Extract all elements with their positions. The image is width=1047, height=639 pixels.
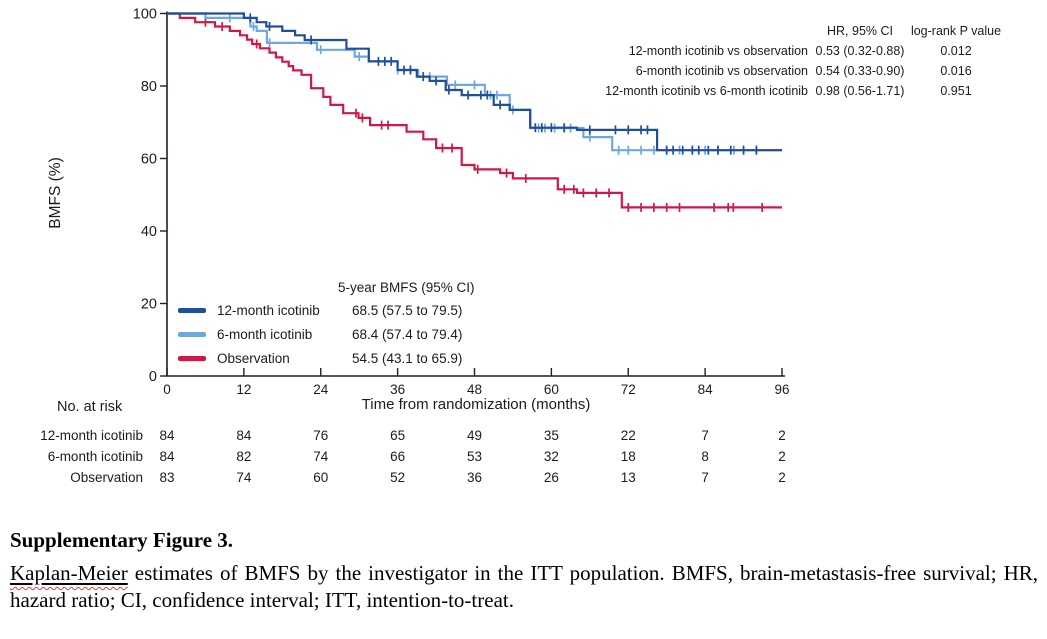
at-risk-title: No. at risk xyxy=(57,399,123,415)
at-risk-value: 2 xyxy=(778,449,786,464)
at-risk-row-label: Observation xyxy=(70,470,143,485)
at-risk-value: 74 xyxy=(236,470,252,485)
hr-table-row: 12-month icotinib vs observation 0.53 (0.… xyxy=(0,43,1047,61)
at-risk-value: 52 xyxy=(390,470,406,485)
caption-title: Supplementary Figure 3. xyxy=(10,528,234,552)
at-risk-value: 84 xyxy=(236,428,252,443)
at-risk-value: 49 xyxy=(466,428,483,443)
at-risk-value: 26 xyxy=(543,470,559,485)
y-tick-label: 40 xyxy=(141,224,157,240)
at-risk-value: 76 xyxy=(313,428,329,443)
x-tick-label: 0 xyxy=(163,382,171,397)
y-axis-title: BMFS (%) xyxy=(47,157,64,229)
at-risk-value: 32 xyxy=(543,449,559,464)
x-tick-label: 72 xyxy=(621,382,636,397)
at-risk-value: 82 xyxy=(236,449,252,464)
x-tick-label: 48 xyxy=(467,382,482,397)
at-risk-value: 74 xyxy=(313,449,329,464)
legend-line-swatch xyxy=(178,356,206,361)
at-risk-value: 83 xyxy=(159,470,175,485)
km-curve-observation xyxy=(167,12,782,209)
legend-item-value: 54.5 (43.1 to 65.9) xyxy=(352,351,463,366)
at-risk-value: 8 xyxy=(701,449,709,464)
hr-table-header-hr: HR, 95% CI xyxy=(827,24,893,38)
at-risk-value: 53 xyxy=(466,449,483,464)
at-risk-value: 7 xyxy=(701,428,709,443)
at-risk-value: 18 xyxy=(620,449,636,464)
x-tick-label: 24 xyxy=(313,382,329,397)
x-tick-label: 60 xyxy=(544,382,559,397)
hr-value: 0.53 (0.32-0.88) xyxy=(815,44,905,58)
legend-line-swatch xyxy=(178,308,206,313)
legend-item-value: 68.4 (57.4 to 79.4) xyxy=(352,327,463,342)
at-risk-row-label: 12-month icotinib xyxy=(40,428,143,443)
at-risk-value: 13 xyxy=(620,470,636,485)
y-tick-label: 0 xyxy=(149,369,157,385)
log-rank-p-value: 0.012 xyxy=(940,44,972,58)
hr-value: 0.98 (0.56-1.71) xyxy=(815,84,905,98)
x-tick-label: 84 xyxy=(698,382,714,397)
at-risk-value: 60 xyxy=(313,470,329,485)
x-axis-title: Time from randomization (months) xyxy=(361,396,591,413)
legend-item-label: 12-month icotinib xyxy=(217,303,320,318)
at-risk-value: 2 xyxy=(778,470,786,485)
caption-body: Kaplan-Meier estimates of BMFS by the in… xyxy=(10,560,1038,613)
hr-table-row: 6-month icotinib vs observation 0.54 (0.3… xyxy=(0,63,1047,81)
at-risk-row-label: 6-month icotinib xyxy=(47,449,143,464)
at-risk-value: 7 xyxy=(701,470,709,485)
x-tick-label: 36 xyxy=(390,382,405,397)
y-tick-label: 80 xyxy=(141,79,157,95)
x-tick-label: 96 xyxy=(774,382,789,397)
at-risk-value: 2 xyxy=(778,428,786,443)
caption-body-text: estimates of BMFS by the investigator in… xyxy=(10,561,1038,612)
legend-line-swatch xyxy=(178,332,206,337)
kaplan-meier-underlined-word: Kaplan-Meier xyxy=(10,561,128,585)
y-tick-label: 100 xyxy=(133,7,157,23)
x-tick-label: 12 xyxy=(236,382,251,397)
legend-item-value: 68.5 (57.5 to 79.5) xyxy=(352,303,463,318)
hr-comparison-label: 6-month icotinib vs observation xyxy=(635,64,808,78)
hr-comparison-label: 12-month icotinib vs 6-month icotinib xyxy=(605,84,808,98)
at-risk-value: 84 xyxy=(159,449,175,464)
log-rank-p-value: 0.951 xyxy=(940,84,972,98)
hr-comparison-label: 12-month icotinib vs observation xyxy=(628,44,808,58)
y-tick-label: 20 xyxy=(141,297,157,313)
legend-header: 5-year BMFS (95% CI) xyxy=(338,280,475,295)
at-risk-value: 84 xyxy=(159,428,175,443)
hr-table-header-p: log-rank P value xyxy=(910,24,1002,38)
hr-table-row: 12-month icotinib vs 6-month icotinib 0.9… xyxy=(0,83,1047,101)
at-risk-value: 22 xyxy=(620,428,636,443)
y-tick-label: 60 xyxy=(141,152,157,168)
legend-item-label: 6-month icotinib xyxy=(217,327,313,342)
hr-value: 0.54 (0.33-0.90) xyxy=(815,64,905,78)
at-risk-value: 65 xyxy=(390,428,406,443)
km-chart-svg: 0 20 40 60 80 100 0 12 24 36 48 60 72 84 96 xyxy=(133,7,790,398)
at-risk-value: 36 xyxy=(466,470,483,485)
at-risk-value: 66 xyxy=(390,449,406,464)
legend-item-label: Observation xyxy=(217,351,290,366)
at-risk-value: 35 xyxy=(543,428,559,443)
log-rank-p-value: 0.016 xyxy=(940,64,972,78)
